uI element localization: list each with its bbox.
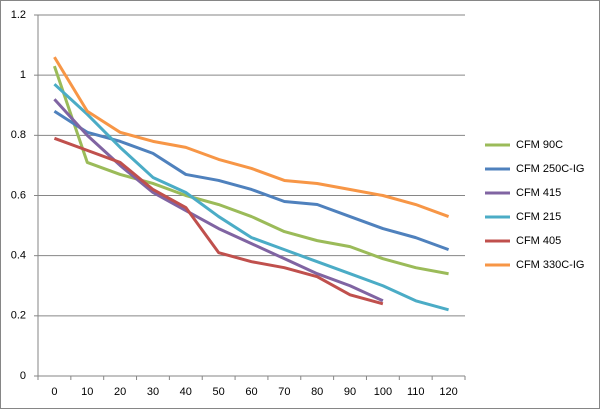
y-tick-label: 0 xyxy=(20,370,26,382)
legend-label: CFM 90C xyxy=(516,139,563,151)
y-tick-label: 0.4 xyxy=(11,250,26,262)
x-tick-label: 20 xyxy=(114,386,126,398)
x-tick-label: 120 xyxy=(439,386,457,398)
x-tick-label: 70 xyxy=(278,386,290,398)
x-tick-label: 30 xyxy=(147,386,159,398)
legend-label: CFM 405 xyxy=(516,235,561,247)
series-line xyxy=(53,98,384,303)
x-tick-label: 100 xyxy=(374,386,392,398)
y-tick-label: 0.8 xyxy=(11,129,26,141)
y-tick-label: 0.2 xyxy=(11,310,26,322)
series-line xyxy=(53,56,450,218)
x-tick-label: 80 xyxy=(311,386,323,398)
y-tick-label: 1 xyxy=(20,69,26,81)
series-line xyxy=(53,110,450,252)
x-tick-label: 60 xyxy=(245,386,257,398)
legend-label: CFM 250C-IG xyxy=(516,163,584,175)
series-line xyxy=(53,65,449,276)
x-tick-label: 0 xyxy=(51,386,57,398)
series-line xyxy=(53,136,384,306)
y-tick-label: 0.6 xyxy=(11,189,26,201)
y-tick-label: 1.2 xyxy=(11,9,26,21)
x-tick-label: 90 xyxy=(344,386,356,398)
legend-label: CFM 215 xyxy=(516,211,561,223)
legend-label: CFM 415 xyxy=(516,187,561,199)
x-tick-label: 40 xyxy=(180,386,192,398)
legend-label: CFM 330C-IG xyxy=(516,259,584,271)
x-tick-label: 50 xyxy=(213,386,225,398)
x-tick-label: 110 xyxy=(407,386,425,398)
series-line xyxy=(53,83,449,312)
x-tick-label: 10 xyxy=(81,386,93,398)
